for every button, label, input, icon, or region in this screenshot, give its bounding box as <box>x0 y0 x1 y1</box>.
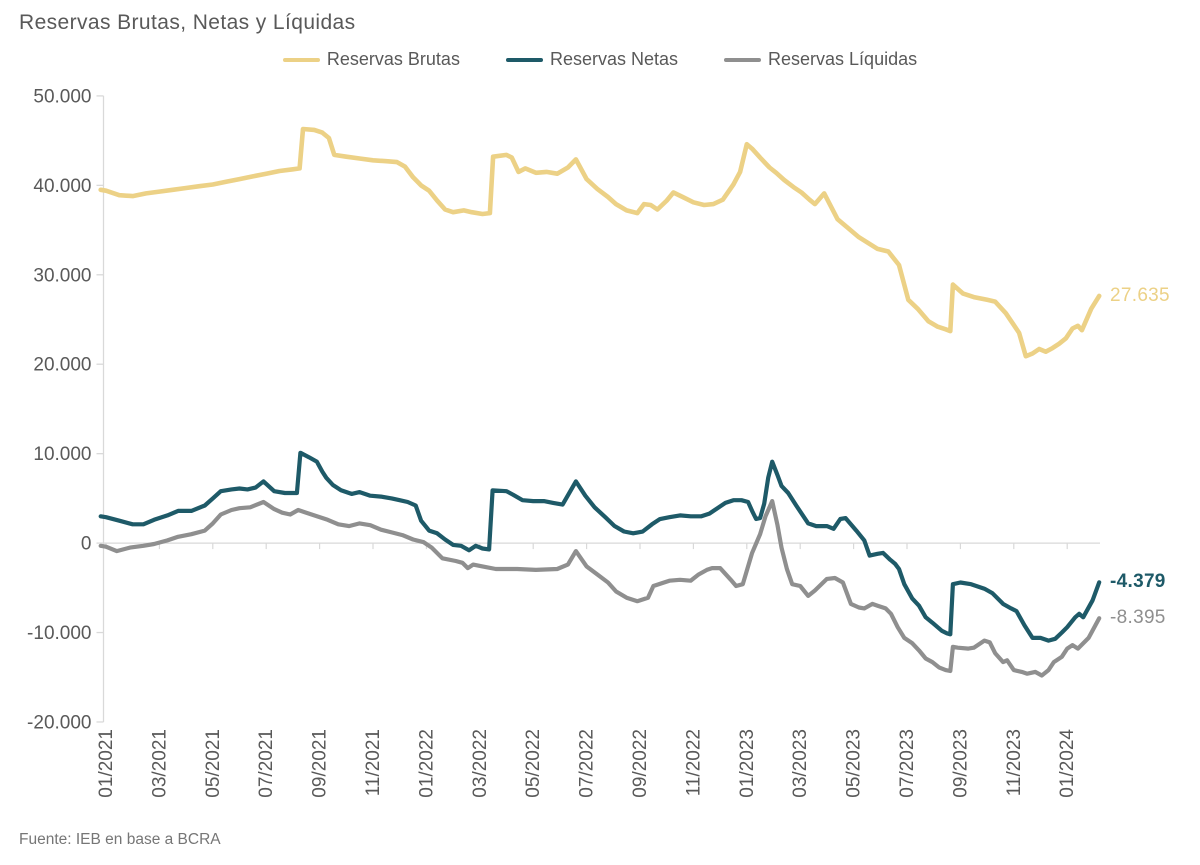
x-axis-tick-label: 05/2022 <box>523 729 544 798</box>
y-axis-tick-label: 30.000 <box>33 265 91 286</box>
y-axis-tick-label: 20.000 <box>33 355 91 376</box>
x-axis-tick-label: 05/2023 <box>844 729 865 798</box>
legend-swatch-icon <box>505 57 543 62</box>
legend-item-reservas-netas: Reservas Netas <box>505 49 679 70</box>
end-label-reservas-netas: -4.379 <box>1110 571 1166 593</box>
y-axis-tick-label: 40.000 <box>33 176 91 197</box>
x-axis-tick-label: 09/2022 <box>630 729 651 798</box>
x-axis-tick-label: 01/2021 <box>96 729 117 798</box>
x-axis-tick-label: 11/2023 <box>1004 729 1025 796</box>
x-axis-tick-label: 03/2021 <box>149 729 170 798</box>
y-axis-tick-label: -20.000 <box>27 712 91 733</box>
series-line-reservas-brutas <box>98 126 1102 359</box>
series-line-reservas-liquidas <box>98 499 1102 678</box>
end-label-reservas-brutas: 27.635 <box>1110 284 1170 306</box>
y-axis-tick-label: 0 <box>81 534 92 555</box>
legend-label: Reservas Brutas <box>326 49 460 69</box>
x-axis-tick-label: 03/2023 <box>790 729 811 798</box>
x-axis-tick-label: 07/2022 <box>577 729 598 798</box>
legend-swatch-icon <box>282 57 320 62</box>
x-axis-tick-label: 11/2022 <box>683 729 704 796</box>
legend-swatch-icon <box>724 57 762 62</box>
y-axis-tick-label: 50.000 <box>33 86 91 107</box>
legend-label: Reservas Netas <box>549 49 679 69</box>
legend-label: Reservas Líquidas <box>768 49 918 69</box>
chart-title: Reservas Brutas, Netas y Líquidas <box>19 11 356 34</box>
x-axis-tick-label: 11/2021 <box>363 729 384 796</box>
x-axis-tick-label: 07/2021 <box>256 729 277 798</box>
legend-item-reservas-brutas: Reservas Brutas <box>282 49 460 70</box>
x-axis-tick-label: 03/2022 <box>470 729 491 798</box>
legend: Reservas Brutas Reservas Netas Reservas Lí… <box>0 49 1200 70</box>
x-axis-tick-label: 05/2021 <box>203 729 224 798</box>
x-axis-tick-label: 09/2023 <box>950 729 971 798</box>
series-line-reservas-netas <box>98 450 1102 643</box>
x-axis-tick-label: 01/2024 <box>1057 729 1078 798</box>
x-axis-tick-label: 01/2023 <box>737 729 758 798</box>
source-note: Fuente: IEB en base a BCRA <box>19 831 221 848</box>
x-axis-tick-label: 09/2021 <box>310 729 331 798</box>
y-axis-tick-label: -10.000 <box>27 623 91 644</box>
x-axis-tick-label: 01/2022 <box>416 729 437 798</box>
legend-item-reservas-liquidas: Reservas Líquidas <box>724 49 917 70</box>
end-label-reservas-liquidas: -8.395 <box>1110 607 1166 629</box>
x-axis-tick-label: 07/2023 <box>897 729 918 798</box>
y-axis-tick-label: 10.000 <box>33 444 91 465</box>
